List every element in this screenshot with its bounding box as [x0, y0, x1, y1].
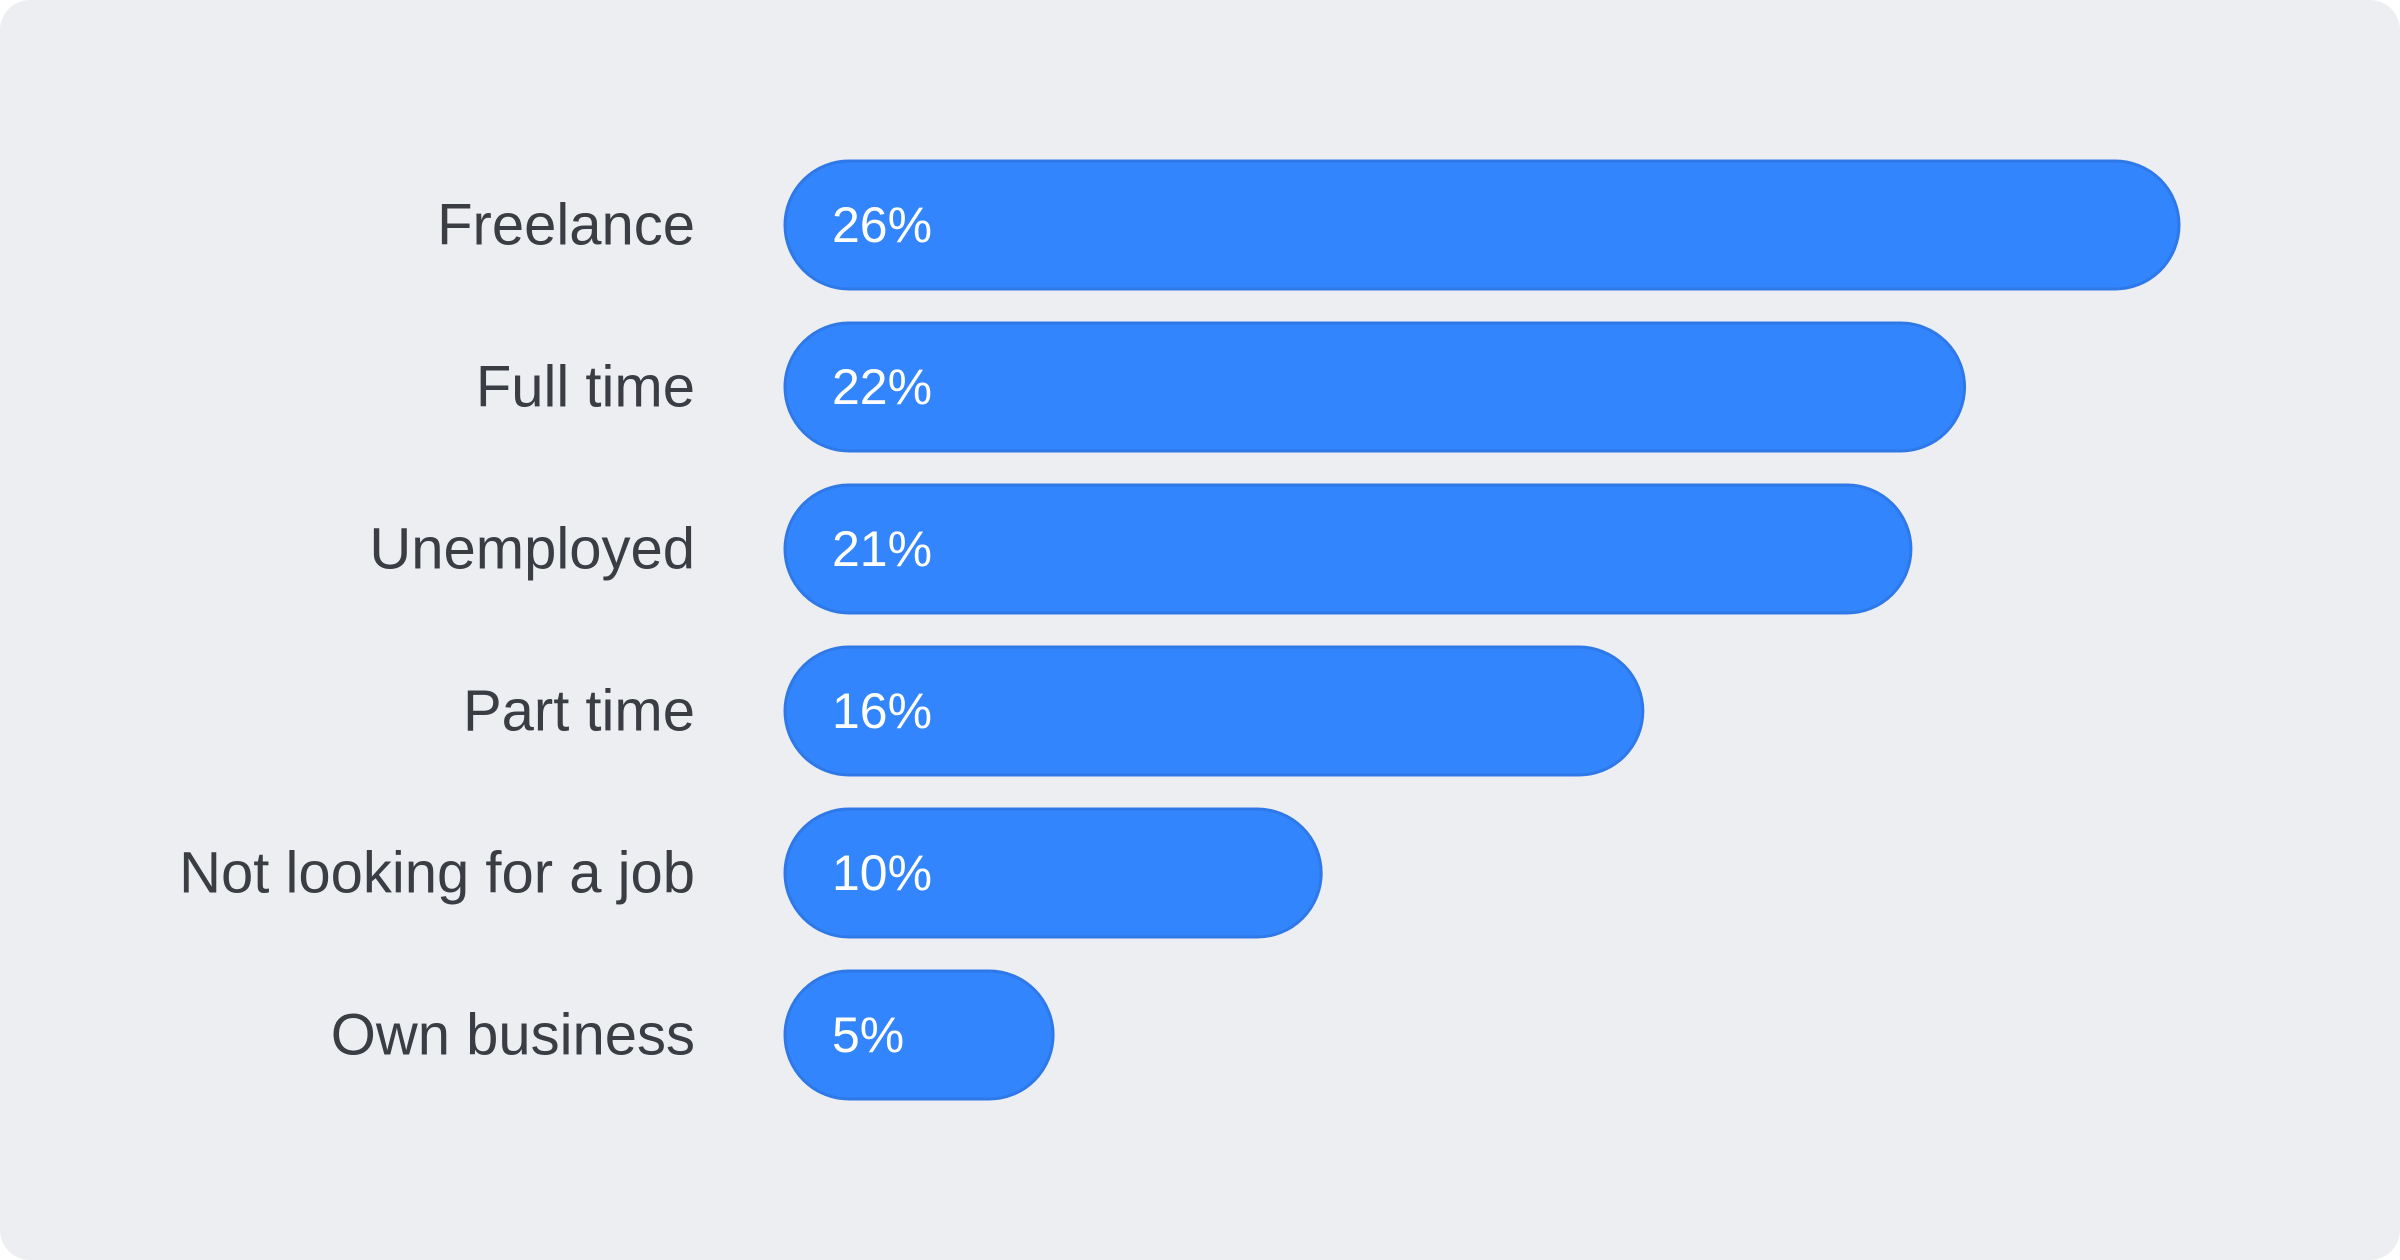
bar-full-time [783, 321, 1967, 453]
category-label: Freelance [437, 193, 695, 258]
category-label: Own business [331, 1003, 695, 1068]
category-label: Part time [463, 679, 695, 744]
bar-freelance [783, 159, 2181, 291]
category-label: Full time [476, 355, 695, 420]
value-label: 10% [832, 845, 932, 901]
bars-group: 26% 22% 21% 16% 10% 5% [783, 159, 2181, 1101]
category-label: Not looking for a job [179, 841, 695, 906]
bar-not-looking-for-a-job [783, 807, 1323, 939]
value-label: 26% [832, 197, 932, 253]
category-label: Unemployed [369, 517, 695, 582]
bar-part-time [783, 645, 1645, 777]
category-labels-group: Freelance Full time Unemployed Part time Not… [179, 193, 695, 1068]
value-label: 21% [832, 521, 932, 577]
value-label: 16% [832, 683, 932, 739]
value-label: 5% [832, 1007, 904, 1063]
value-label: 22% [832, 359, 932, 415]
bar-own-business [783, 969, 1055, 1101]
bar-unemployed [783, 483, 1913, 615]
